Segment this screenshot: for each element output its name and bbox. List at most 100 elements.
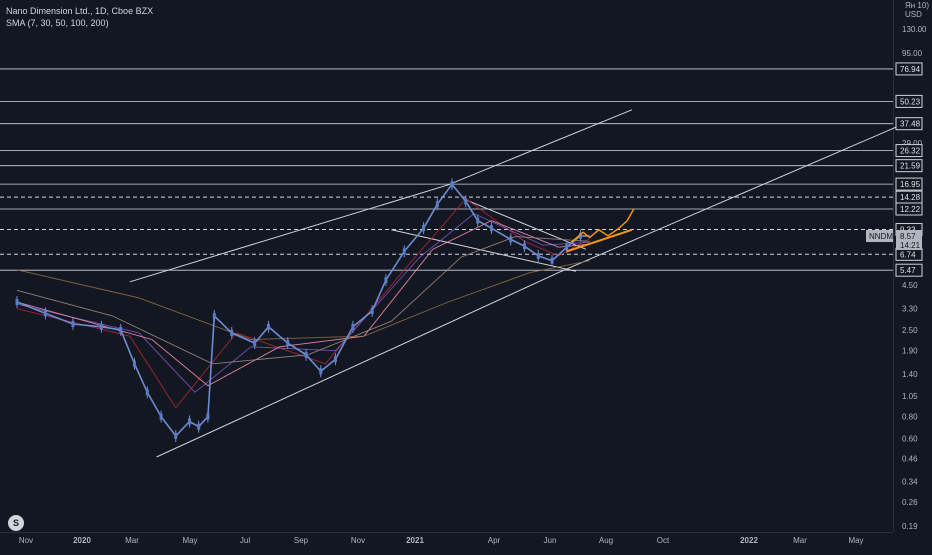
price-tick-label: 2.50 (902, 326, 918, 335)
time-axis-label: Apr (488, 536, 501, 545)
symbol-badge (866, 230, 893, 243)
candle-body (197, 423, 201, 430)
symbol-label: NNDM (869, 232, 893, 241)
level-label: 6.74 (900, 250, 916, 259)
level-label-box (895, 94, 923, 108)
candle-body (333, 356, 337, 363)
level-label: 5.47 (900, 266, 916, 275)
chart-title[interactable]: Nano Dimension Ltd., 1D, Cboe BZX (6, 6, 154, 16)
level-label: 14.28 (900, 193, 921, 202)
candle-body (550, 257, 554, 264)
chart-legend: Nano Dimension Ltd., 1D, Cboe BZX SMA (7… (6, 5, 153, 29)
candle-body (71, 320, 75, 327)
price-tick-label: 0.60 (902, 434, 918, 443)
candle-body (119, 326, 123, 333)
candle-body (464, 198, 468, 205)
time-axis-label: Nov (19, 536, 33, 545)
price-tick-label: 0.34 (902, 478, 918, 487)
candle-body (286, 340, 290, 347)
time-axis-label: Jul (240, 536, 250, 545)
candle-body (188, 418, 192, 425)
currency-label: USD (905, 10, 922, 19)
candle-body (523, 243, 527, 250)
candle-body (230, 329, 234, 336)
candle-body (99, 323, 103, 330)
candle-body (304, 351, 308, 358)
sma-line (16, 236, 590, 365)
level-label-box (895, 144, 923, 158)
candle-body (578, 232, 582, 239)
candle-body (159, 413, 163, 420)
trendline (391, 229, 577, 272)
time-axis-label: Mar (793, 536, 807, 545)
candle-body (489, 225, 493, 232)
level-label-box (895, 202, 923, 216)
candle-body (206, 413, 210, 420)
tradingview-logo-icon[interactable]: S (8, 515, 24, 531)
level-label-box (895, 263, 923, 277)
candle-body (132, 360, 136, 367)
level-label-box (895, 177, 923, 191)
time-axis-label: 2022 (740, 536, 758, 545)
level-label: 50.23 (900, 97, 921, 106)
time-axis-label: 2020 (73, 536, 91, 545)
sma-line (16, 213, 590, 393)
candle-body (15, 299, 19, 306)
candle-body (319, 368, 323, 375)
candle-body (253, 340, 257, 347)
candle-body (384, 277, 388, 284)
candle-body (476, 217, 480, 224)
projection-line (570, 208, 635, 243)
price-tick-label: 1.90 (902, 347, 918, 356)
candle-body (351, 323, 355, 330)
time-axis-label: Sep (294, 536, 309, 545)
countdown-label: 14:21 (900, 241, 921, 250)
candle-body (212, 312, 216, 319)
candle-body (509, 236, 513, 243)
trendline (465, 199, 587, 250)
trendline (156, 124, 902, 458)
sma-indicator-label[interactable]: SMA (7, 30, 50, 100, 200) (6, 18, 109, 28)
level-label: 12.22 (900, 205, 921, 214)
level-label: 21.59 (900, 162, 921, 171)
candle-body (370, 308, 374, 315)
level-label-box (895, 62, 923, 76)
candle-body (450, 181, 454, 188)
last-price-badge (896, 230, 922, 251)
level-label: 37.48 (900, 120, 921, 129)
level-label: 26.32 (900, 147, 921, 156)
time-axis-label: May (848, 536, 863, 545)
price-tick-label: 130.00 (902, 25, 927, 34)
level-label-box (895, 159, 923, 173)
time-axis-label: Jun (544, 536, 557, 545)
time-axis-label: Mar (125, 536, 139, 545)
price-tick-label: 1.40 (902, 370, 918, 379)
last-price-label: 8.57 (900, 232, 916, 241)
candle-body (536, 252, 540, 259)
time-axis-label: 2021 (406, 536, 424, 545)
candle-body (174, 432, 178, 439)
price-tick-label: 4.50 (902, 281, 918, 290)
candle-body (435, 201, 439, 208)
currency-label: Ян 10) (905, 1, 929, 10)
price-tick-label: 1.05 (902, 392, 918, 401)
candle-body (422, 225, 426, 232)
time-axis-label: Nov (351, 536, 365, 545)
price-tick-label: 0.26 (902, 498, 918, 507)
candle-body (145, 389, 149, 396)
candle-body (565, 244, 569, 251)
level-label: 16.95 (900, 180, 921, 189)
time-axis-label: Oct (657, 536, 670, 545)
time-axis-label: Aug (599, 536, 613, 545)
price-tick-label: 29.00 (902, 139, 923, 148)
projection-trend-line (566, 228, 633, 253)
price-tick-label: 3.30 (902, 305, 918, 314)
price-tick-label: 0.80 (902, 413, 918, 422)
level-label: 76.94 (900, 65, 921, 74)
price-tick-label: 95.00 (902, 49, 923, 58)
candle-body (266, 323, 270, 330)
sma-line (16, 260, 590, 340)
